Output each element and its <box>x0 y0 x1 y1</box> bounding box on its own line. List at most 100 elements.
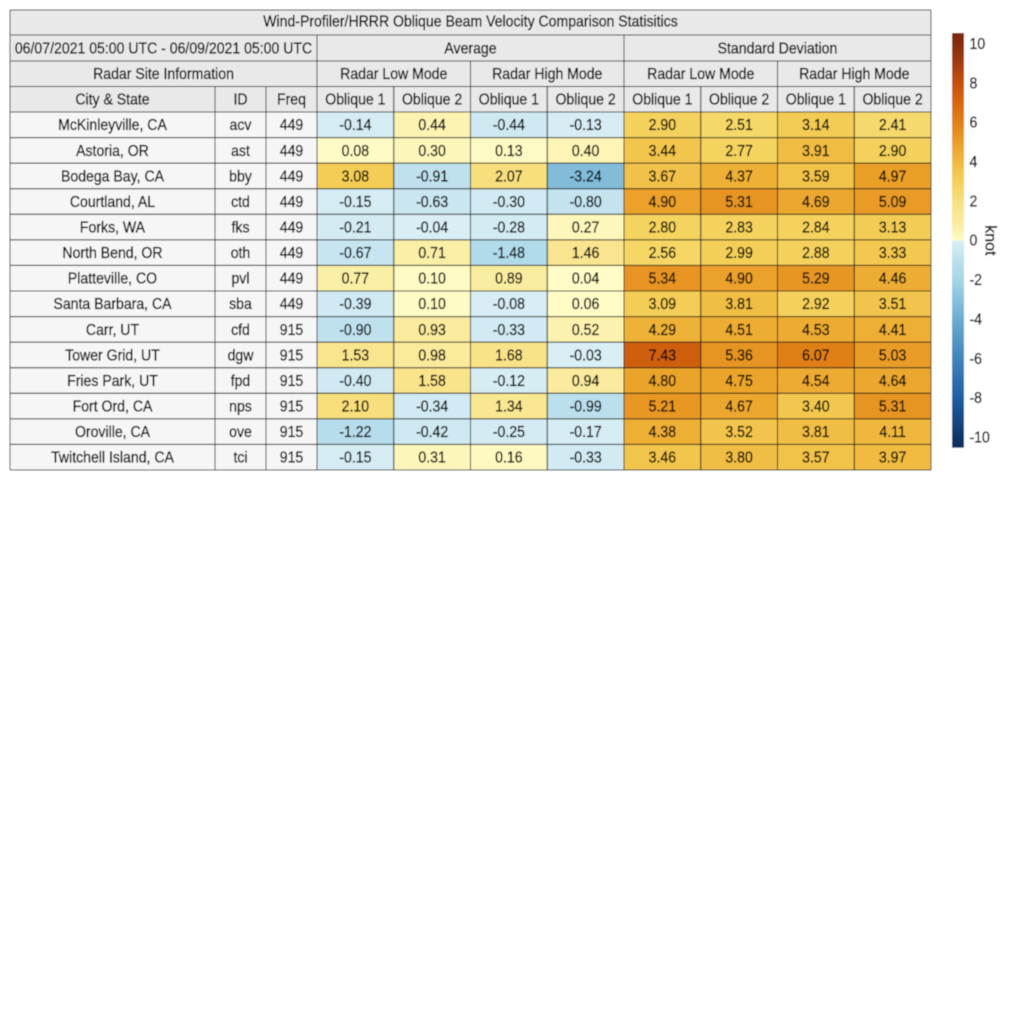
svg-text:pvl: pvl <box>231 270 249 288</box>
svg-text:-0.80: -0.80 <box>570 193 602 211</box>
svg-text:0.06: 0.06 <box>572 295 599 313</box>
svg-text:7.43: 7.43 <box>649 346 676 364</box>
svg-text:3.52: 3.52 <box>725 423 752 441</box>
svg-text:3.81: 3.81 <box>802 423 829 441</box>
svg-text:4.75: 4.75 <box>725 372 752 390</box>
svg-text:knot: knot <box>982 225 1000 256</box>
svg-text:ID: ID <box>233 91 247 109</box>
svg-text:Radar Low Mode: Radar Low Mode <box>340 65 447 83</box>
svg-text:5.09: 5.09 <box>879 193 906 211</box>
svg-text:Standard Deviation: Standard Deviation <box>718 40 838 58</box>
svg-text:Twitchell Island, CA: Twitchell Island, CA <box>51 449 175 467</box>
svg-text:4.64: 4.64 <box>879 372 906 390</box>
svg-text:5.31: 5.31 <box>879 398 906 416</box>
svg-text:4.37: 4.37 <box>725 167 752 185</box>
svg-text:4.41: 4.41 <box>879 321 906 339</box>
svg-text:2.10: 2.10 <box>342 398 369 416</box>
svg-text:449: 449 <box>280 167 303 185</box>
svg-text:Oroville, CA: Oroville, CA <box>75 423 151 441</box>
svg-text:-0.04: -0.04 <box>416 219 448 237</box>
svg-text:Carr, UT: Carr, UT <box>86 321 139 339</box>
svg-text:2.80: 2.80 <box>649 219 676 237</box>
svg-text:Oblique 2: Oblique 2 <box>555 91 615 109</box>
svg-text:449: 449 <box>280 193 303 211</box>
svg-text:4.54: 4.54 <box>802 372 829 390</box>
svg-text:449: 449 <box>280 270 303 288</box>
svg-text:Oblique 2: Oblique 2 <box>709 91 769 109</box>
svg-text:449: 449 <box>280 295 303 313</box>
svg-text:0.08: 0.08 <box>342 142 369 160</box>
svg-text:Average: Average <box>444 40 496 58</box>
svg-text:3.46: 3.46 <box>649 449 676 467</box>
svg-text:-2: -2 <box>970 271 983 289</box>
svg-text:Fries Park, UT: Fries Park, UT <box>67 372 158 390</box>
svg-text:0.52: 0.52 <box>572 321 599 339</box>
svg-text:Forks, WA: Forks, WA <box>80 219 146 237</box>
svg-text:0.13: 0.13 <box>495 142 522 160</box>
svg-text:Oblique 2: Oblique 2 <box>862 91 922 109</box>
svg-text:ctd: ctd <box>231 193 250 211</box>
svg-text:fks: fks <box>232 219 250 237</box>
svg-text:fpd: fpd <box>231 372 251 390</box>
svg-text:cfd: cfd <box>231 321 250 339</box>
svg-text:-0.63: -0.63 <box>416 193 448 211</box>
svg-text:4: 4 <box>970 153 978 171</box>
svg-text:0.44: 0.44 <box>418 116 445 134</box>
svg-text:Courtland, AL: Courtland, AL <box>70 193 155 211</box>
svg-text:0.40: 0.40 <box>572 142 599 160</box>
svg-text:2.77: 2.77 <box>725 142 752 160</box>
svg-text:ove: ove <box>229 423 252 441</box>
svg-text:0.27: 0.27 <box>572 219 599 237</box>
svg-text:0.98: 0.98 <box>418 346 445 364</box>
svg-text:915: 915 <box>280 398 303 416</box>
svg-text:915: 915 <box>280 372 303 390</box>
svg-text:-0.14: -0.14 <box>339 116 371 134</box>
svg-text:3.67: 3.67 <box>649 167 676 185</box>
svg-text:Oblique 1: Oblique 1 <box>479 91 539 109</box>
svg-text:4.90: 4.90 <box>725 270 752 288</box>
svg-text:Radar Low Mode: Radar Low Mode <box>647 65 754 83</box>
svg-text:Bodega Bay, CA: Bodega Bay, CA <box>61 167 165 185</box>
svg-text:1.46: 1.46 <box>572 244 599 262</box>
svg-text:Freq: Freq <box>277 91 306 109</box>
svg-text:4.53: 4.53 <box>802 321 829 339</box>
svg-text:3.40: 3.40 <box>802 398 829 416</box>
svg-text:3.80: 3.80 <box>725 449 752 467</box>
svg-text:0.31: 0.31 <box>418 449 445 467</box>
svg-text:-0.91: -0.91 <box>416 167 448 185</box>
svg-text:-0.33: -0.33 <box>493 321 525 339</box>
svg-text:-0.08: -0.08 <box>493 295 525 313</box>
svg-text:1.68: 1.68 <box>495 346 522 364</box>
svg-text:-0.15: -0.15 <box>339 193 371 211</box>
svg-text:3.44: 3.44 <box>649 142 676 160</box>
svg-text:2.99: 2.99 <box>725 244 752 262</box>
svg-text:Radar High Mode: Radar High Mode <box>799 65 909 83</box>
svg-text:-0.44: -0.44 <box>493 116 525 134</box>
svg-text:0.10: 0.10 <box>418 295 445 313</box>
svg-text:4.69: 4.69 <box>802 193 829 211</box>
svg-text:915: 915 <box>280 321 303 339</box>
svg-text:-0.40: -0.40 <box>339 372 371 390</box>
svg-text:6: 6 <box>970 114 978 132</box>
svg-text:1.58: 1.58 <box>418 372 445 390</box>
svg-text:2.88: 2.88 <box>802 244 829 262</box>
svg-text:-0.17: -0.17 <box>570 423 602 441</box>
svg-text:2.90: 2.90 <box>649 116 676 134</box>
svg-text:-0.42: -0.42 <box>416 423 448 441</box>
svg-text:McKinleyville, CA: McKinleyville, CA <box>58 116 168 134</box>
svg-text:0: 0 <box>970 232 978 250</box>
svg-text:acv: acv <box>230 116 252 134</box>
svg-text:5.03: 5.03 <box>879 346 906 364</box>
svg-text:4.51: 4.51 <box>725 321 752 339</box>
svg-text:-0.90: -0.90 <box>339 321 371 339</box>
svg-text:8: 8 <box>970 75 978 93</box>
svg-text:2.90: 2.90 <box>879 142 906 160</box>
svg-text:5.21: 5.21 <box>649 398 676 416</box>
svg-text:-0.13: -0.13 <box>570 116 602 134</box>
svg-text:0.77: 0.77 <box>342 270 369 288</box>
svg-text:-0.30: -0.30 <box>493 193 525 211</box>
svg-text:0.04: 0.04 <box>572 270 599 288</box>
svg-text:-0.99: -0.99 <box>570 398 602 416</box>
svg-text:-0.34: -0.34 <box>416 398 448 416</box>
svg-text:-0.12: -0.12 <box>493 372 525 390</box>
